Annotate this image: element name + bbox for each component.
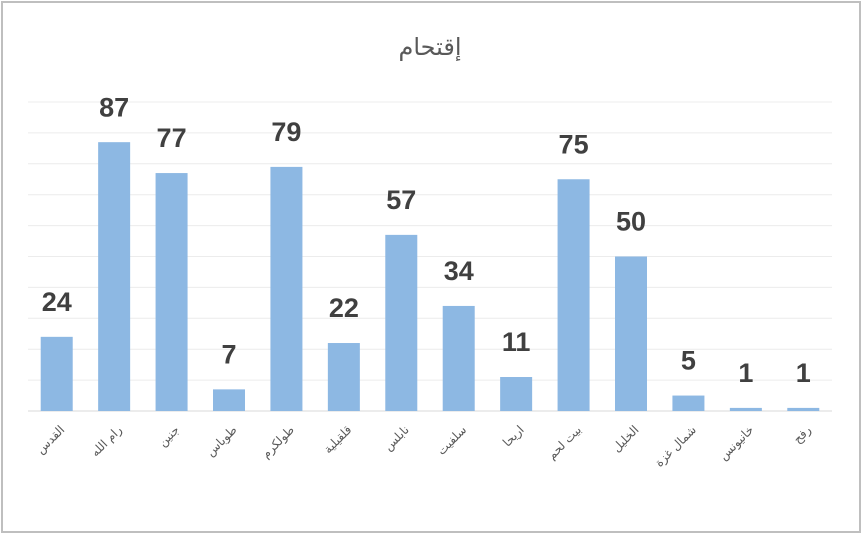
bar [442, 305, 475, 411]
bar [155, 173, 188, 411]
bar [672, 395, 705, 411]
value-label: 79 [271, 117, 301, 147]
bar [557, 179, 590, 411]
bar [327, 343, 360, 411]
chart-title: إقتحام [398, 33, 461, 62]
bar [729, 407, 762, 411]
bar [98, 142, 131, 412]
value-label: 57 [386, 185, 416, 215]
bar [213, 389, 245, 411]
value-label: 24 [42, 287, 72, 317]
value-label: 5 [681, 346, 696, 376]
bar [500, 377, 533, 411]
value-label: 34 [444, 256, 474, 286]
value-label: 87 [99, 92, 129, 122]
value-label: 1 [796, 358, 811, 388]
bar [385, 234, 418, 411]
value-label: 1 [738, 358, 753, 388]
value-label: 77 [157, 123, 187, 153]
value-label: 50 [616, 207, 646, 237]
value-label: 7 [221, 339, 236, 369]
bar [270, 166, 303, 411]
bar [40, 336, 73, 411]
value-label: 75 [559, 129, 589, 159]
value-label: 11 [502, 327, 531, 357]
value-label: 22 [329, 293, 359, 323]
bar [615, 256, 647, 411]
bar [787, 407, 820, 411]
